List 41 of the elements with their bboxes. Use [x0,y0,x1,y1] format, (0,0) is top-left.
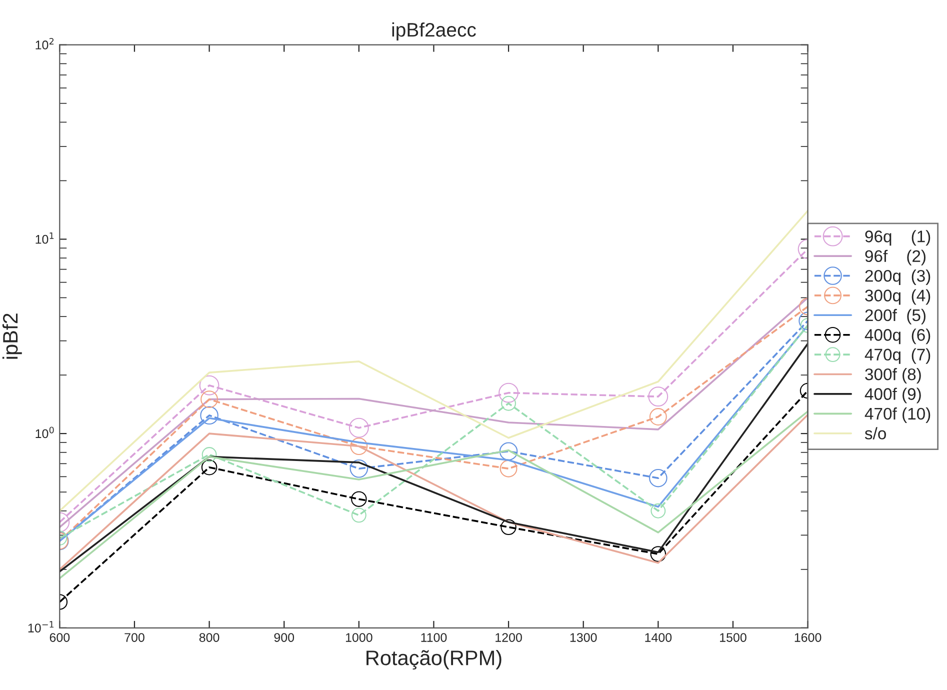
x-tick-label: 1400 [645,633,672,642]
y-tick-label: 10$^{−1}$ [28,621,54,632]
legend-label: 400f (9) [864,388,921,404]
legend-label: 300q (4) [865,289,930,305]
y-tick-label: 10$^{1}$ [36,232,54,244]
point [499,442,518,460]
x-tick-label: 800 [199,633,220,642]
y-tick-label: 10$^{0}$ [36,426,54,438]
legend-label: 300f (8) [865,368,921,384]
legend-label: 96q (1) [865,230,930,246]
x-tick-label: 1300 [570,633,597,642]
line-series [60,210,808,512]
point [351,508,366,523]
x-tick-label: 1500 [720,633,746,642]
x-tick-label: 1600 [794,633,822,642]
x-axis-title: Rotação(RPM) [366,650,502,670]
line-series [60,342,808,572]
legend-label: 200f (5) [865,308,926,324]
y-axis-title: ipBf2 [2,314,22,359]
legend-label: 96f (2) [865,250,926,266]
legend-label: 200q (3) [865,269,930,286]
y-tick-label: 10$^{2}$ [36,38,54,50]
legend-label: 470q (7) [864,348,930,364]
x-tick-label: 600 [50,633,70,642]
legend-label: 400q (6) [864,328,930,344]
point [350,438,368,455]
point [498,382,519,403]
point [348,418,369,438]
x-tick-label: 700 [124,633,144,642]
point [500,460,518,478]
x-tick-label: 1200 [496,633,522,642]
x-tick-label: 900 [274,633,294,642]
chart-title: ipBf2aecc [392,22,476,41]
x-tick-label: 1100 [421,633,447,642]
point [501,396,516,411]
legend-label: s/o [864,427,886,440]
x-tick-label: 1000 [346,633,372,642]
point [350,459,368,478]
point [351,491,367,507]
legend-label: 470f (10) [864,407,930,423]
point [500,519,516,536]
